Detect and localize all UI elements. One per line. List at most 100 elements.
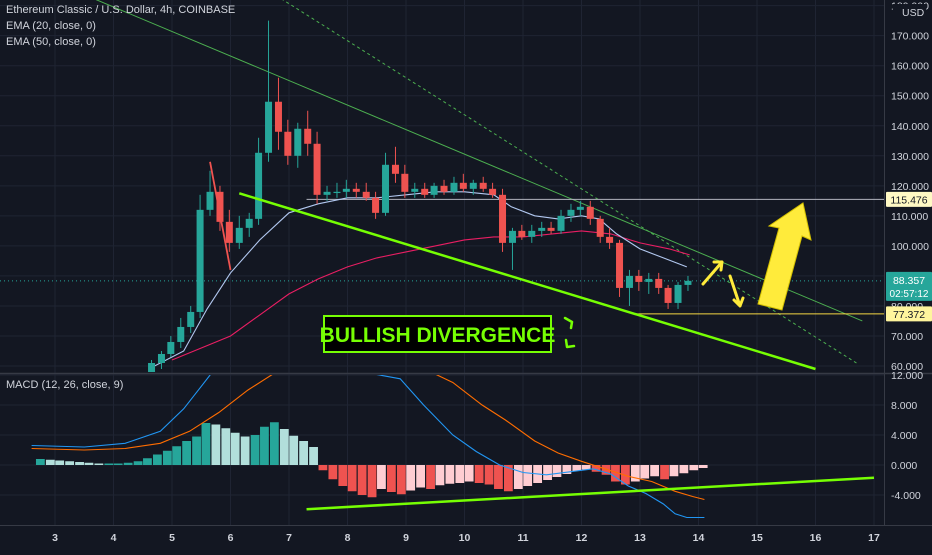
- candle-down[interactable]: [440, 179, 448, 195]
- candle-up[interactable]: [333, 182, 341, 198]
- candle-down[interactable]: [489, 182, 497, 198]
- candle-down[interactable]: [304, 110, 312, 156]
- candle-down[interactable]: [284, 119, 292, 165]
- time-tick-label: 9: [403, 532, 409, 544]
- candle-down[interactable]: [547, 221, 555, 234]
- macd-legend: MACD (12, 26, close, 9): [6, 379, 124, 391]
- candle-down[interactable]: [479, 176, 487, 192]
- macd-histogram-bar: [45, 459, 55, 465]
- candle-body: [352, 188, 360, 192]
- candle-down[interactable]: [499, 188, 507, 252]
- candle-up[interactable]: [255, 137, 263, 225]
- candle-down[interactable]: [596, 215, 604, 243]
- macd-divergence-line[interactable]: [306, 476, 875, 511]
- candle-body: [430, 185, 438, 195]
- candle-up[interactable]: [508, 227, 516, 270]
- candle-up[interactable]: [206, 170, 214, 216]
- candle-body: [664, 287, 672, 303]
- macd-histogram-bar: [562, 465, 572, 474]
- candle-up[interactable]: [684, 275, 692, 291]
- candle-down[interactable]: [421, 182, 429, 198]
- macd-histogram-bar: [35, 459, 45, 465]
- candle-up[interactable]: [430, 182, 438, 198]
- macd-histogram-bar: [357, 465, 367, 495]
- candle-body: [625, 275, 633, 288]
- candle-up[interactable]: [625, 269, 633, 306]
- candle-up[interactable]: [645, 272, 653, 294]
- candle-up[interactable]: [265, 20, 273, 162]
- candle-up[interactable]: [450, 176, 458, 195]
- candle-up[interactable]: [177, 317, 185, 348]
- candle-body: [148, 362, 156, 372]
- candle-up[interactable]: [294, 122, 302, 168]
- candle-up[interactable]: [382, 152, 390, 216]
- candle-body: [499, 194, 507, 243]
- candle-down[interactable]: [655, 272, 663, 294]
- candle-body: [294, 128, 302, 156]
- time-tick-label: 8: [345, 532, 351, 544]
- price-tick-label: 60.000: [891, 361, 923, 373]
- macd-histogram-bar: [250, 435, 260, 465]
- price-tick-label: 110.000: [891, 211, 928, 223]
- price-tick-label: 170.000: [891, 31, 929, 43]
- candle-down[interactable]: [586, 200, 594, 225]
- macd-tick-label: 0.000: [891, 460, 917, 472]
- candle-up[interactable]: [196, 194, 204, 318]
- candle-body: [255, 152, 263, 219]
- candle-body: [518, 230, 526, 237]
- candle-up[interactable]: [557, 209, 565, 234]
- time-tick-label: 17: [868, 532, 880, 544]
- candle-up[interactable]: [187, 305, 195, 333]
- candle-down[interactable]: [391, 146, 399, 183]
- candle-down[interactable]: [616, 239, 624, 297]
- candle-down[interactable]: [313, 131, 321, 204]
- candle-up[interactable]: [469, 179, 477, 195]
- macd-axis[interactable]: 12.000 8.000 4.000 0.000 -4.000: [891, 370, 923, 502]
- candle-up[interactable]: [674, 281, 682, 309]
- upper-trendline[interactable]: [32, 0, 863, 322]
- candle-down[interactable]: [225, 209, 233, 252]
- candle-up[interactable]: [342, 179, 350, 198]
- candle-body: [557, 215, 565, 231]
- macd-histogram-bar: [630, 465, 640, 482]
- candle-body: [411, 188, 419, 192]
- candle-down[interactable]: [459, 173, 467, 192]
- candle-up[interactable]: [576, 200, 584, 216]
- candle-up[interactable]: [567, 203, 575, 222]
- candle-up[interactable]: [157, 350, 165, 370]
- candle-down[interactable]: [216, 185, 224, 231]
- candle-up[interactable]: [323, 185, 331, 201]
- candle-down[interactable]: [401, 164, 409, 198]
- candle-down[interactable]: [606, 227, 614, 249]
- bullish-divergence-annotation[interactable]: BULLISH DIVERGENCE: [320, 315, 556, 353]
- candle-down[interactable]: [635, 269, 643, 291]
- candle-down[interactable]: [518, 224, 526, 240]
- candle-down[interactable]: [362, 182, 370, 201]
- support-trendline[interactable]: [238, 192, 816, 371]
- projection-arrows[interactable]: [701, 202, 812, 311]
- candle-up[interactable]: [235, 215, 243, 249]
- candle-down[interactable]: [372, 191, 380, 219]
- candle-down[interactable]: [352, 182, 360, 198]
- macd-histogram-bar: [377, 465, 386, 489]
- macd-histogram-bar: [552, 465, 562, 477]
- candle-down[interactable]: [664, 284, 672, 309]
- arrow-small-down-icon: [564, 338, 576, 349]
- candle-up[interactable]: [411, 182, 419, 198]
- candle-up[interactable]: [245, 212, 253, 237]
- candle-body: [538, 227, 546, 231]
- time-axis[interactable]: 3 4 5 6 7 8 9 10 11 12 13 14 15 16 17: [52, 532, 880, 544]
- annotation-text: BULLISH DIVERGENCE: [320, 324, 556, 347]
- candle-up[interactable]: [528, 224, 536, 243]
- candle-down[interactable]: [274, 77, 282, 150]
- macd-histogram-bar: [494, 465, 503, 489]
- macd-histogram-bar: [84, 462, 94, 465]
- macd-histogram-bar: [172, 446, 182, 465]
- candle-up[interactable]: [148, 359, 156, 378]
- red-trendline[interactable]: [209, 161, 232, 271]
- candle-up[interactable]: [538, 221, 546, 237]
- candle-up[interactable]: [167, 335, 175, 357]
- dashed-trendline[interactable]: [231, 0, 857, 364]
- candle-body: [635, 275, 643, 282]
